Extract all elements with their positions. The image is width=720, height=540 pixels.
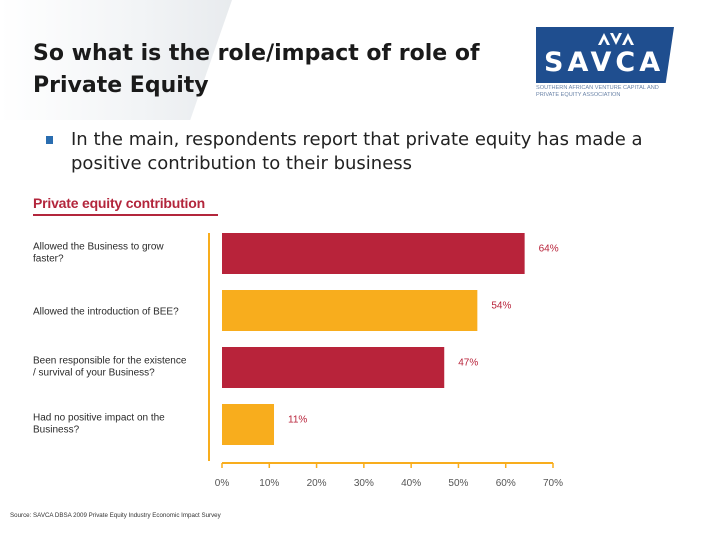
x-tick-label-4: 40% [401,478,421,489]
bar-1 [222,233,525,274]
savca-logo: SAVCA Southern African Venture Capital a… [536,27,674,101]
bar-3 [222,347,445,388]
chart-title: Private equity contribution [33,195,205,211]
category-label-3: Been responsible for the existence / surv… [33,356,187,379]
x-tick-label-7: 70% [543,478,563,489]
x-tick-label-1: 10% [259,478,279,489]
category-label-1: Allowed the Business to grow faster? [33,242,164,265]
bar-2 [222,290,478,331]
bullet-text: In the main, respondents report that pri… [71,129,643,174]
category-label-4: Had no positive impact on the Business? [33,413,165,436]
x-tick-label-3: 30% [354,478,374,489]
data-label-3: 47% [458,358,478,369]
x-tick-label-6: 60% [496,478,516,489]
title-decoration [0,0,232,120]
chart-title-underline [33,214,218,216]
category-label-2: Allowed the introduction of BEE? [33,307,179,318]
slide-title: So what is the role/impact of role of Pr… [33,41,480,98]
bar-4 [222,404,275,445]
data-label-4: 11% [288,415,307,426]
logo-mark-icon [598,33,634,45]
data-label-1: 64% [539,244,559,255]
x-tick-label-0: 0% [215,478,230,489]
bullet-square-icon [46,136,53,144]
x-tick-label-2: 20% [307,478,327,489]
x-tick-label-5: 50% [448,478,468,489]
logo-tagline: Southern African Venture Capital and Pri… [536,85,659,98]
data-label-2: 54% [491,301,511,312]
source-note: Source: SAVCA DBSA 2009 Private Equity I… [10,512,221,519]
logo-wordmark: SAVCA [544,47,665,78]
